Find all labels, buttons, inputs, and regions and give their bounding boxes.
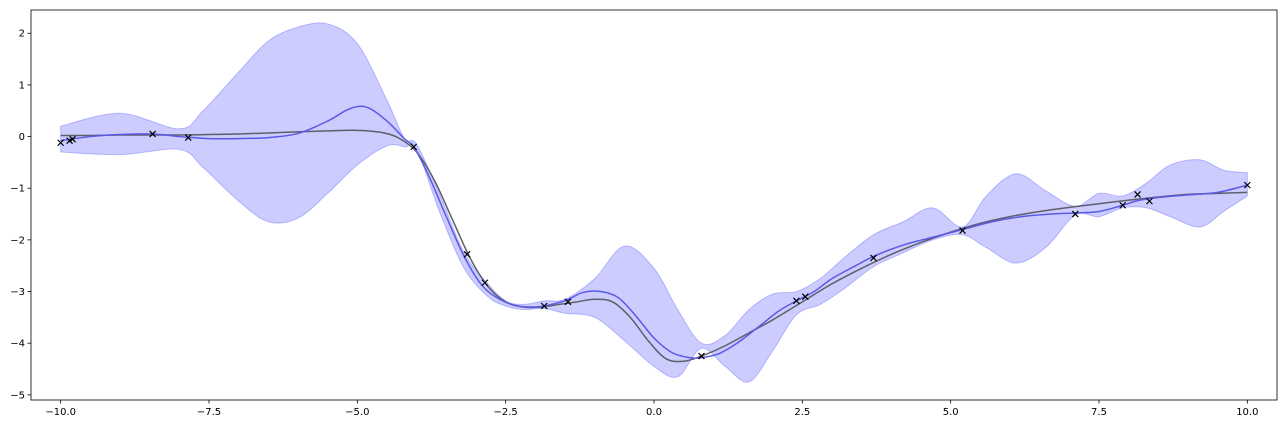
observation-point bbox=[1119, 201, 1127, 209]
confidence-band bbox=[60, 22, 1248, 383]
x-axis-ticks: −10.0 −7.5 −5.0 −2.5 0.0 2.5 5.0 7.5 10.0 bbox=[45, 400, 1258, 418]
x-tick-label: −2.5 bbox=[494, 407, 518, 418]
x-tick-label: −10.0 bbox=[45, 407, 76, 418]
observation-point bbox=[564, 298, 572, 306]
x-tick-label: −7.5 bbox=[197, 407, 221, 418]
observation-point bbox=[792, 297, 800, 305]
observation-point bbox=[481, 279, 489, 287]
observation-point bbox=[149, 130, 157, 138]
observation-point bbox=[1071, 210, 1079, 218]
x-tick-label: 2.5 bbox=[794, 407, 810, 418]
y-tick-label: 0 bbox=[19, 132, 25, 143]
y-tick-label: 1 bbox=[19, 80, 25, 91]
y-tick-label: −2 bbox=[10, 235, 25, 246]
y-tick-label: −4 bbox=[10, 339, 25, 350]
y-tick-label: −3 bbox=[10, 287, 25, 298]
observation-point bbox=[410, 143, 418, 151]
uncertainty-band-layer bbox=[60, 22, 1248, 383]
observation-point bbox=[69, 135, 76, 143]
x-tick-label: 7.5 bbox=[1091, 407, 1107, 418]
observation-point bbox=[463, 250, 471, 258]
observation-point bbox=[57, 139, 65, 147]
observation-point bbox=[959, 227, 966, 234]
true-function-layer bbox=[60, 129, 1248, 363]
observations-layer bbox=[57, 130, 1251, 360]
x-tick-label: 0.0 bbox=[646, 407, 662, 418]
observation-point bbox=[184, 134, 192, 142]
y-tick-label: 2 bbox=[19, 29, 25, 40]
mean-prediction-line bbox=[60, 105, 1248, 359]
observation-point bbox=[870, 254, 877, 262]
observation-point bbox=[540, 302, 548, 310]
observation-point bbox=[1243, 181, 1251, 189]
observation-point bbox=[1146, 197, 1153, 205]
y-tick-label: −5 bbox=[10, 390, 25, 401]
observation-point bbox=[801, 293, 809, 301]
observation-point bbox=[1134, 190, 1141, 198]
x-tick-label: −5.0 bbox=[345, 407, 369, 418]
y-tick-label: −1 bbox=[10, 184, 25, 195]
true-function-line bbox=[60, 129, 1248, 363]
observation-point bbox=[698, 352, 705, 360]
x-tick-label: 5.0 bbox=[943, 407, 959, 418]
mean-prediction-layer bbox=[60, 105, 1248, 359]
x-tick-label: 10.0 bbox=[1236, 407, 1258, 418]
y-axis-ticks: −5 −4 −3 −2 −1 0 1 2 bbox=[10, 29, 31, 401]
